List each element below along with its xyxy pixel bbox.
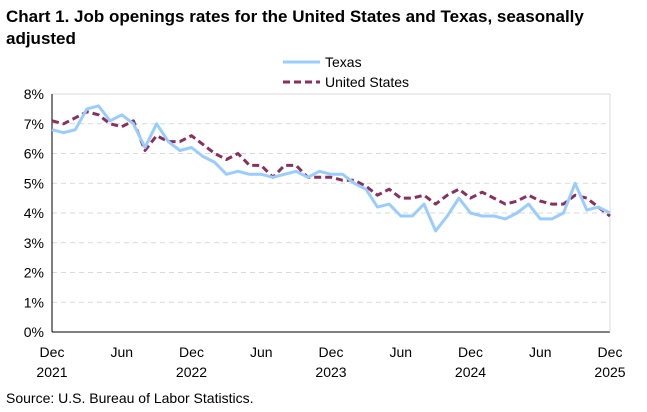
y-tick-label: 3% xyxy=(24,235,44,251)
y-tick-label: 2% xyxy=(24,265,44,281)
y-tick-label: 6% xyxy=(24,146,44,162)
x-tick-year: 2024 xyxy=(455,364,486,380)
x-tick-label: Dec xyxy=(458,344,483,360)
x-tick-label: Jun xyxy=(110,344,133,360)
legend-label: United States xyxy=(325,74,409,90)
y-tick-label: 1% xyxy=(24,294,44,310)
y-tick-label: 4% xyxy=(24,205,44,221)
x-tick-label: Dec xyxy=(179,344,204,360)
x-tick-label: Dec xyxy=(40,344,65,360)
y-tick-label: 7% xyxy=(24,116,44,132)
x-tick-year: 2023 xyxy=(315,364,346,380)
source-note: Source: U.S. Bureau of Labor Statistics. xyxy=(6,390,254,406)
x-tick-year: 2022 xyxy=(176,364,207,380)
x-tick-label: Dec xyxy=(598,344,623,360)
legend-label: Texas xyxy=(325,54,362,70)
y-tick-label: 5% xyxy=(24,175,44,191)
series-line-united-states xyxy=(51,110,611,218)
x-tick-label: Dec xyxy=(319,344,344,360)
series-line-texas xyxy=(51,104,611,233)
y-tick-label: 8% xyxy=(24,86,44,102)
x-tick-label: Jun xyxy=(250,344,273,360)
y-tick-label: 0% xyxy=(24,324,44,340)
chart-title: Chart 1. Job openings rates for the Unit… xyxy=(6,7,584,48)
x-tick-label: Jun xyxy=(389,344,412,360)
x-tick-label: Jun xyxy=(529,344,552,360)
x-tick-year: 2021 xyxy=(36,364,67,380)
x-tick-year: 2025 xyxy=(594,364,625,380)
